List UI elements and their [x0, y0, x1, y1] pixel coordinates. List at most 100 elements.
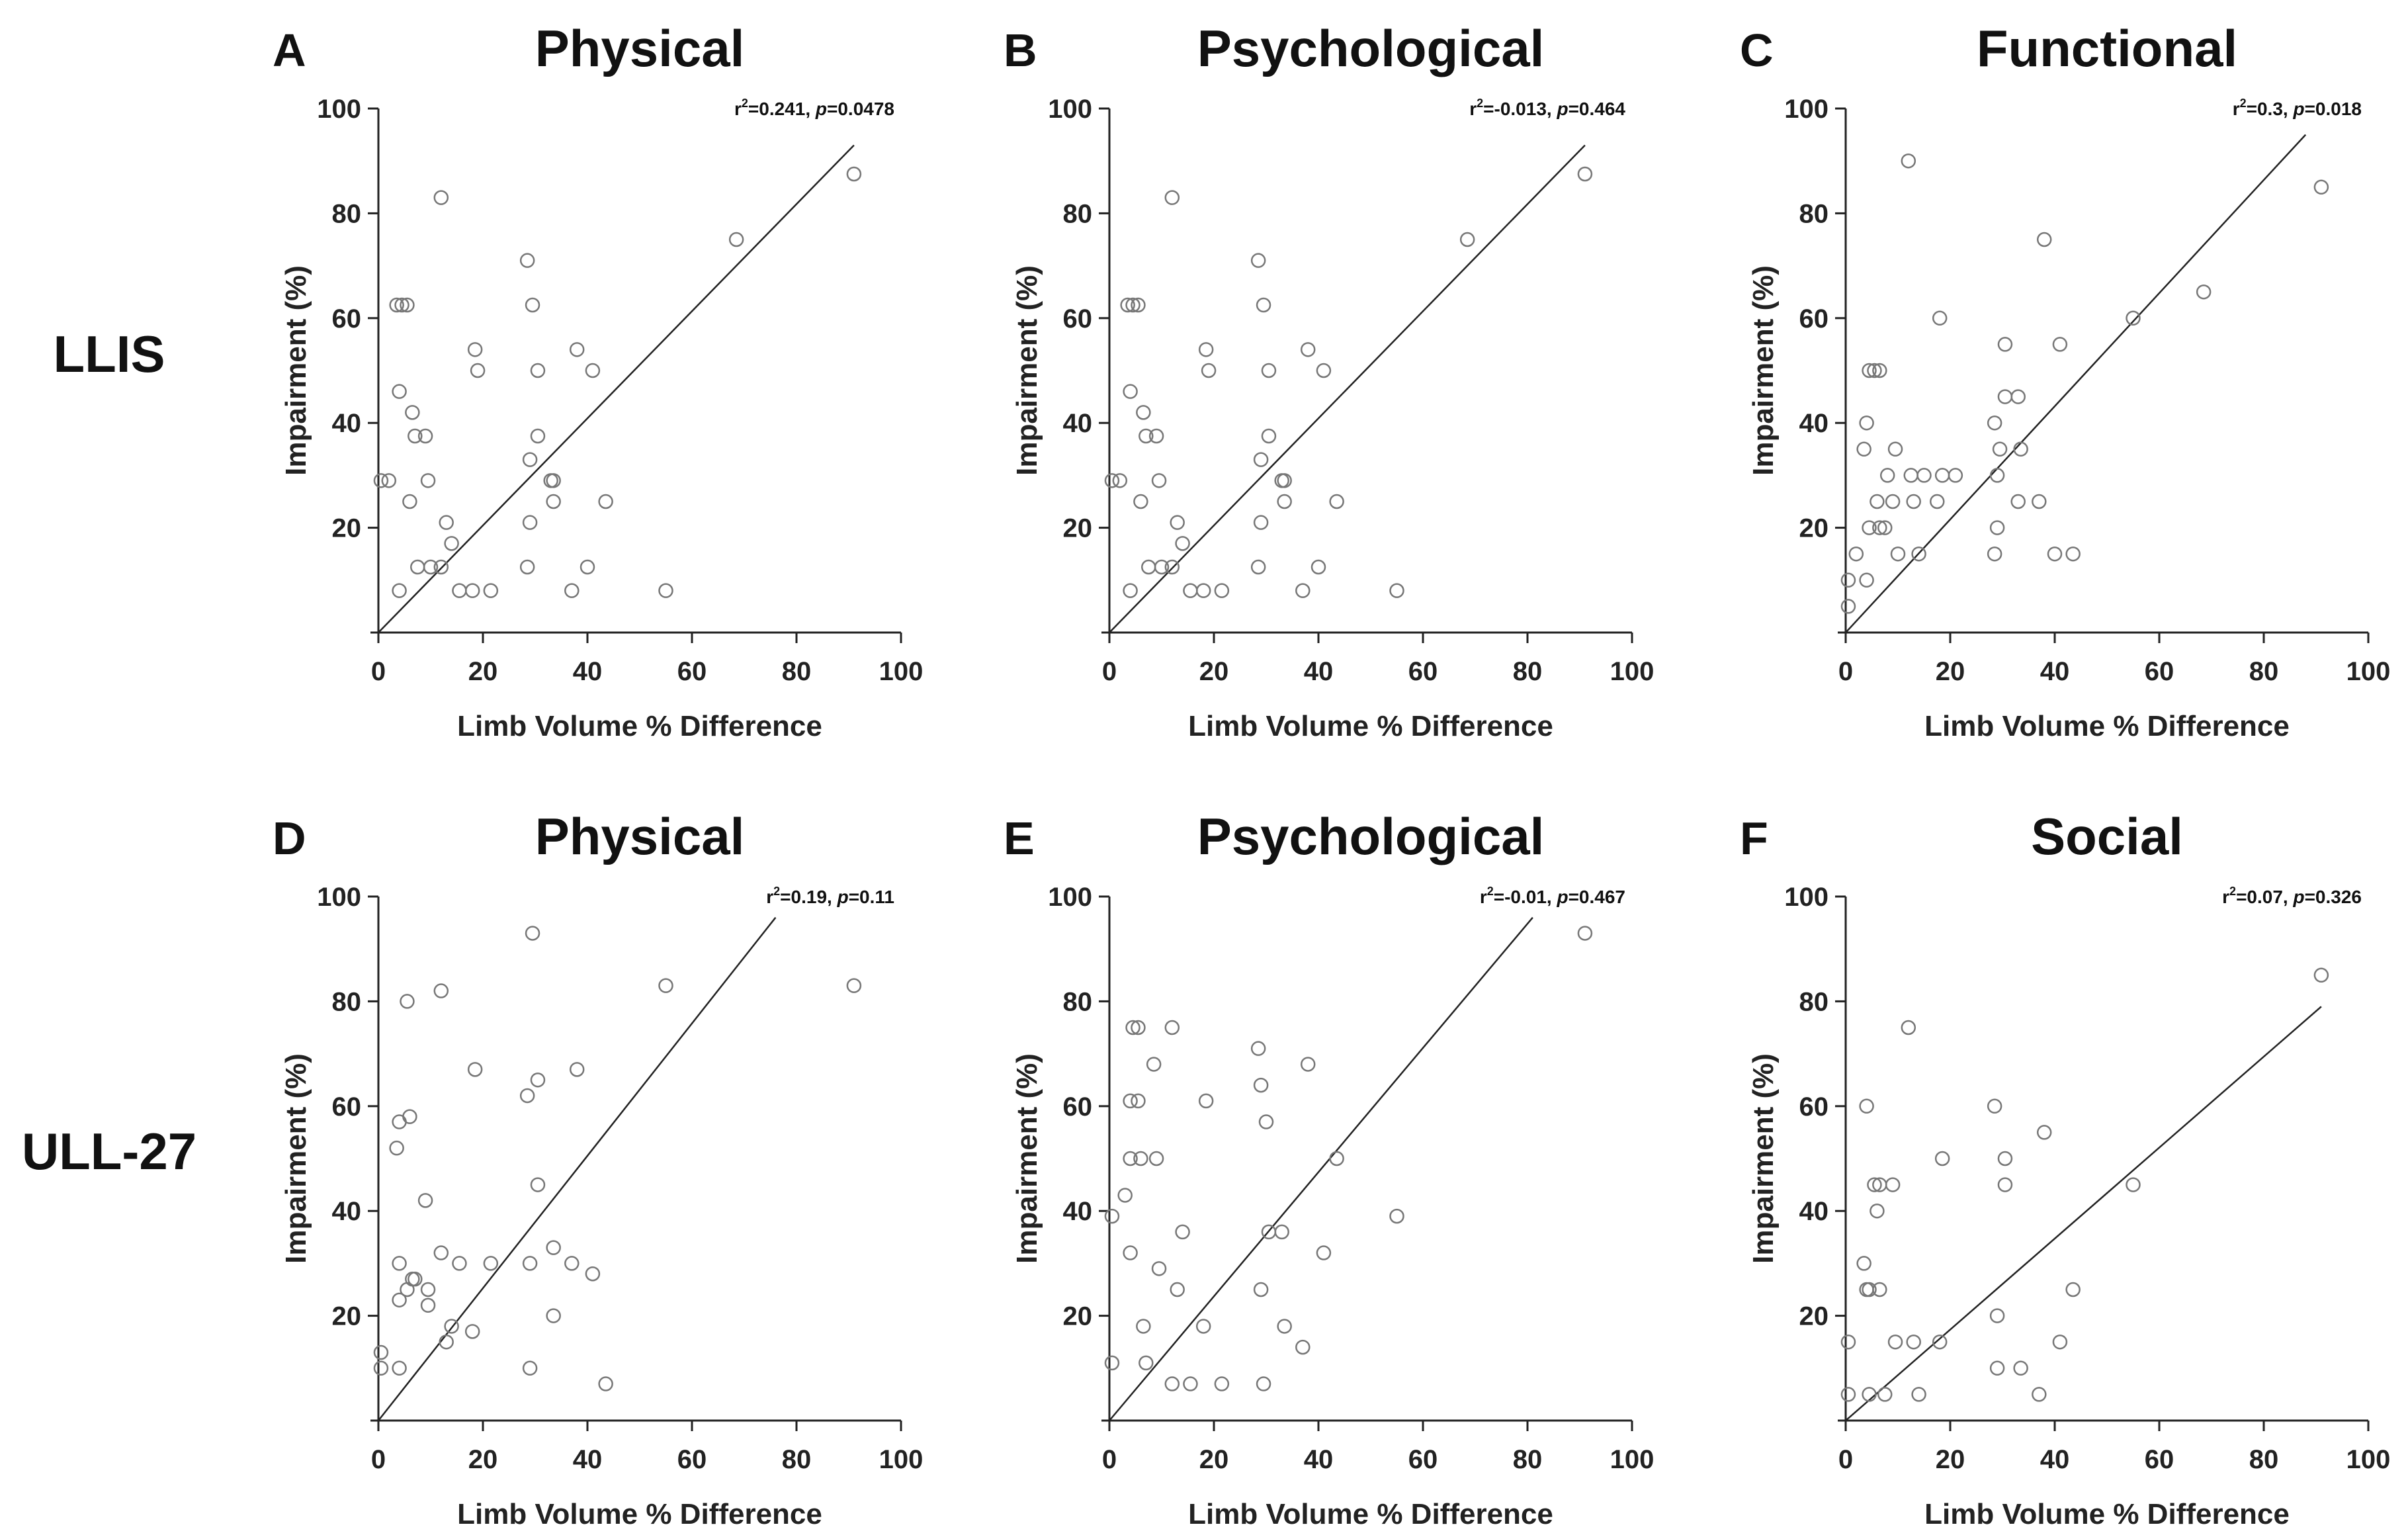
- data-point: [1862, 1282, 1877, 1297]
- data-point: [1125, 1020, 1140, 1035]
- data-point: [1175, 1224, 1190, 1240]
- stats-superscript: 2: [1477, 97, 1483, 110]
- data-point: [1198, 342, 1214, 357]
- stats-p-value: =0.0478: [827, 99, 894, 119]
- data-point: [1104, 1355, 1120, 1371]
- data-point: [1170, 515, 1185, 530]
- data-point: [433, 190, 449, 205]
- y-tick-label: 60: [1799, 304, 1829, 333]
- y-tick-label: 80: [1063, 987, 1093, 1016]
- y-tick-label: 100: [317, 883, 361, 912]
- x-tick-label: 100: [879, 657, 924, 686]
- stats-p-value: =0.464: [1569, 99, 1626, 119]
- y-tick-label: 40: [1063, 1197, 1093, 1226]
- data-point: [1840, 1334, 1856, 1350]
- data-point: [1295, 583, 1311, 598]
- data-point: [1164, 1020, 1180, 1035]
- data-point: [530, 363, 546, 378]
- x-tick-label: 0: [1102, 1445, 1117, 1474]
- data-point: [1389, 583, 1404, 598]
- y-axis-label: Impairment (%): [1011, 265, 1043, 476]
- data-point: [373, 1360, 389, 1376]
- data-point: [546, 473, 561, 488]
- data-point: [1256, 297, 1271, 313]
- data-point: [1164, 1376, 1180, 1391]
- data-point: [1840, 599, 1856, 614]
- data-point: [1872, 520, 1887, 535]
- data-point: [1859, 572, 1874, 588]
- panel-b: B Psychological 0 20 40 60 80 100 20 40 60 80 100 Lim…: [1004, 19, 1654, 742]
- data-point: [1459, 232, 1475, 247]
- data-point: [1261, 363, 1277, 378]
- x-axis-label: Limb Volume % Difference: [1924, 710, 2290, 742]
- data-point: [1277, 1319, 1292, 1334]
- data-point: [525, 926, 540, 941]
- stats-p-symbol: p: [2292, 887, 2304, 907]
- panel-letter: C: [1740, 24, 1774, 76]
- data-point: [439, 515, 454, 530]
- data-point: [1201, 363, 1217, 378]
- data-point: [464, 583, 480, 598]
- y-tick-label: 80: [332, 987, 362, 1016]
- y-axis-label: Impairment (%): [1747, 265, 1780, 476]
- stats-p-value: =0.326: [2305, 887, 2362, 907]
- stats-p-value: =0.467: [1569, 887, 1625, 907]
- data-point: [402, 494, 417, 509]
- stats-r2-value: =0.241,: [748, 99, 816, 119]
- data-point: [1120, 297, 1135, 313]
- data-point: [420, 1297, 436, 1313]
- data-point: [1989, 1308, 2005, 1323]
- data-point: [1195, 583, 1211, 598]
- y-axis-label: Impairment (%): [1011, 1053, 1043, 1264]
- data-point: [1250, 1041, 1266, 1056]
- stats-r-symbol: r: [2222, 887, 2229, 907]
- stats-superscript: 2: [773, 885, 780, 898]
- data-point: [1125, 297, 1140, 313]
- data-point: [1148, 428, 1164, 444]
- data-point: [1879, 468, 1895, 483]
- data-point: [2032, 494, 2047, 509]
- stats-annotation: r2=0.19, p=0.11: [766, 885, 894, 907]
- data-point: [1885, 494, 1901, 509]
- data-point: [402, 1109, 417, 1124]
- chart-title: Social: [2031, 807, 2183, 865]
- stats-r-symbol: r: [1469, 99, 1477, 119]
- y-tick-label: 40: [332, 1197, 362, 1226]
- data-point: [1151, 473, 1167, 488]
- data-point: [522, 1360, 538, 1376]
- data-point: [1170, 1282, 1185, 1297]
- y-tick-label: 60: [332, 1092, 362, 1121]
- data-point: [1300, 342, 1316, 357]
- data-point: [1870, 494, 1885, 509]
- data-point: [1867, 363, 1882, 378]
- data-point: [2126, 1177, 2141, 1192]
- x-tick-label: 60: [677, 1445, 707, 1474]
- data-point: [1987, 415, 2002, 431]
- y-tick-label: 60: [1063, 304, 1093, 333]
- y-tick-label: 20: [1799, 514, 1829, 543]
- data-point: [519, 253, 535, 268]
- data-point: [1887, 1334, 1903, 1350]
- x-tick-label: 0: [371, 657, 386, 686]
- x-tick-label: 40: [1304, 657, 1334, 686]
- data-point: [1295, 1339, 1311, 1355]
- data-point: [1164, 559, 1180, 575]
- data-point: [1104, 473, 1120, 488]
- y-tick-label: 40: [1799, 1197, 1829, 1226]
- data-point: [1277, 494, 1292, 509]
- data-point: [1154, 559, 1170, 575]
- stats-r2-value: =0.19,: [780, 887, 837, 907]
- data-point: [1139, 1355, 1154, 1371]
- y-tick-label: 100: [1048, 883, 1092, 912]
- y-tick-label: 60: [332, 304, 362, 333]
- x-tick-label: 100: [2346, 657, 2391, 686]
- data-point: [1261, 428, 1277, 444]
- data-point: [1997, 1177, 2013, 1192]
- chart-title: Psychological: [1197, 807, 1545, 865]
- data-point: [1932, 1334, 1948, 1350]
- y-tick-label: 20: [332, 1302, 362, 1331]
- data-point: [1989, 1360, 2005, 1376]
- stats-superscript: 2: [742, 97, 748, 110]
- data-point: [392, 1360, 407, 1376]
